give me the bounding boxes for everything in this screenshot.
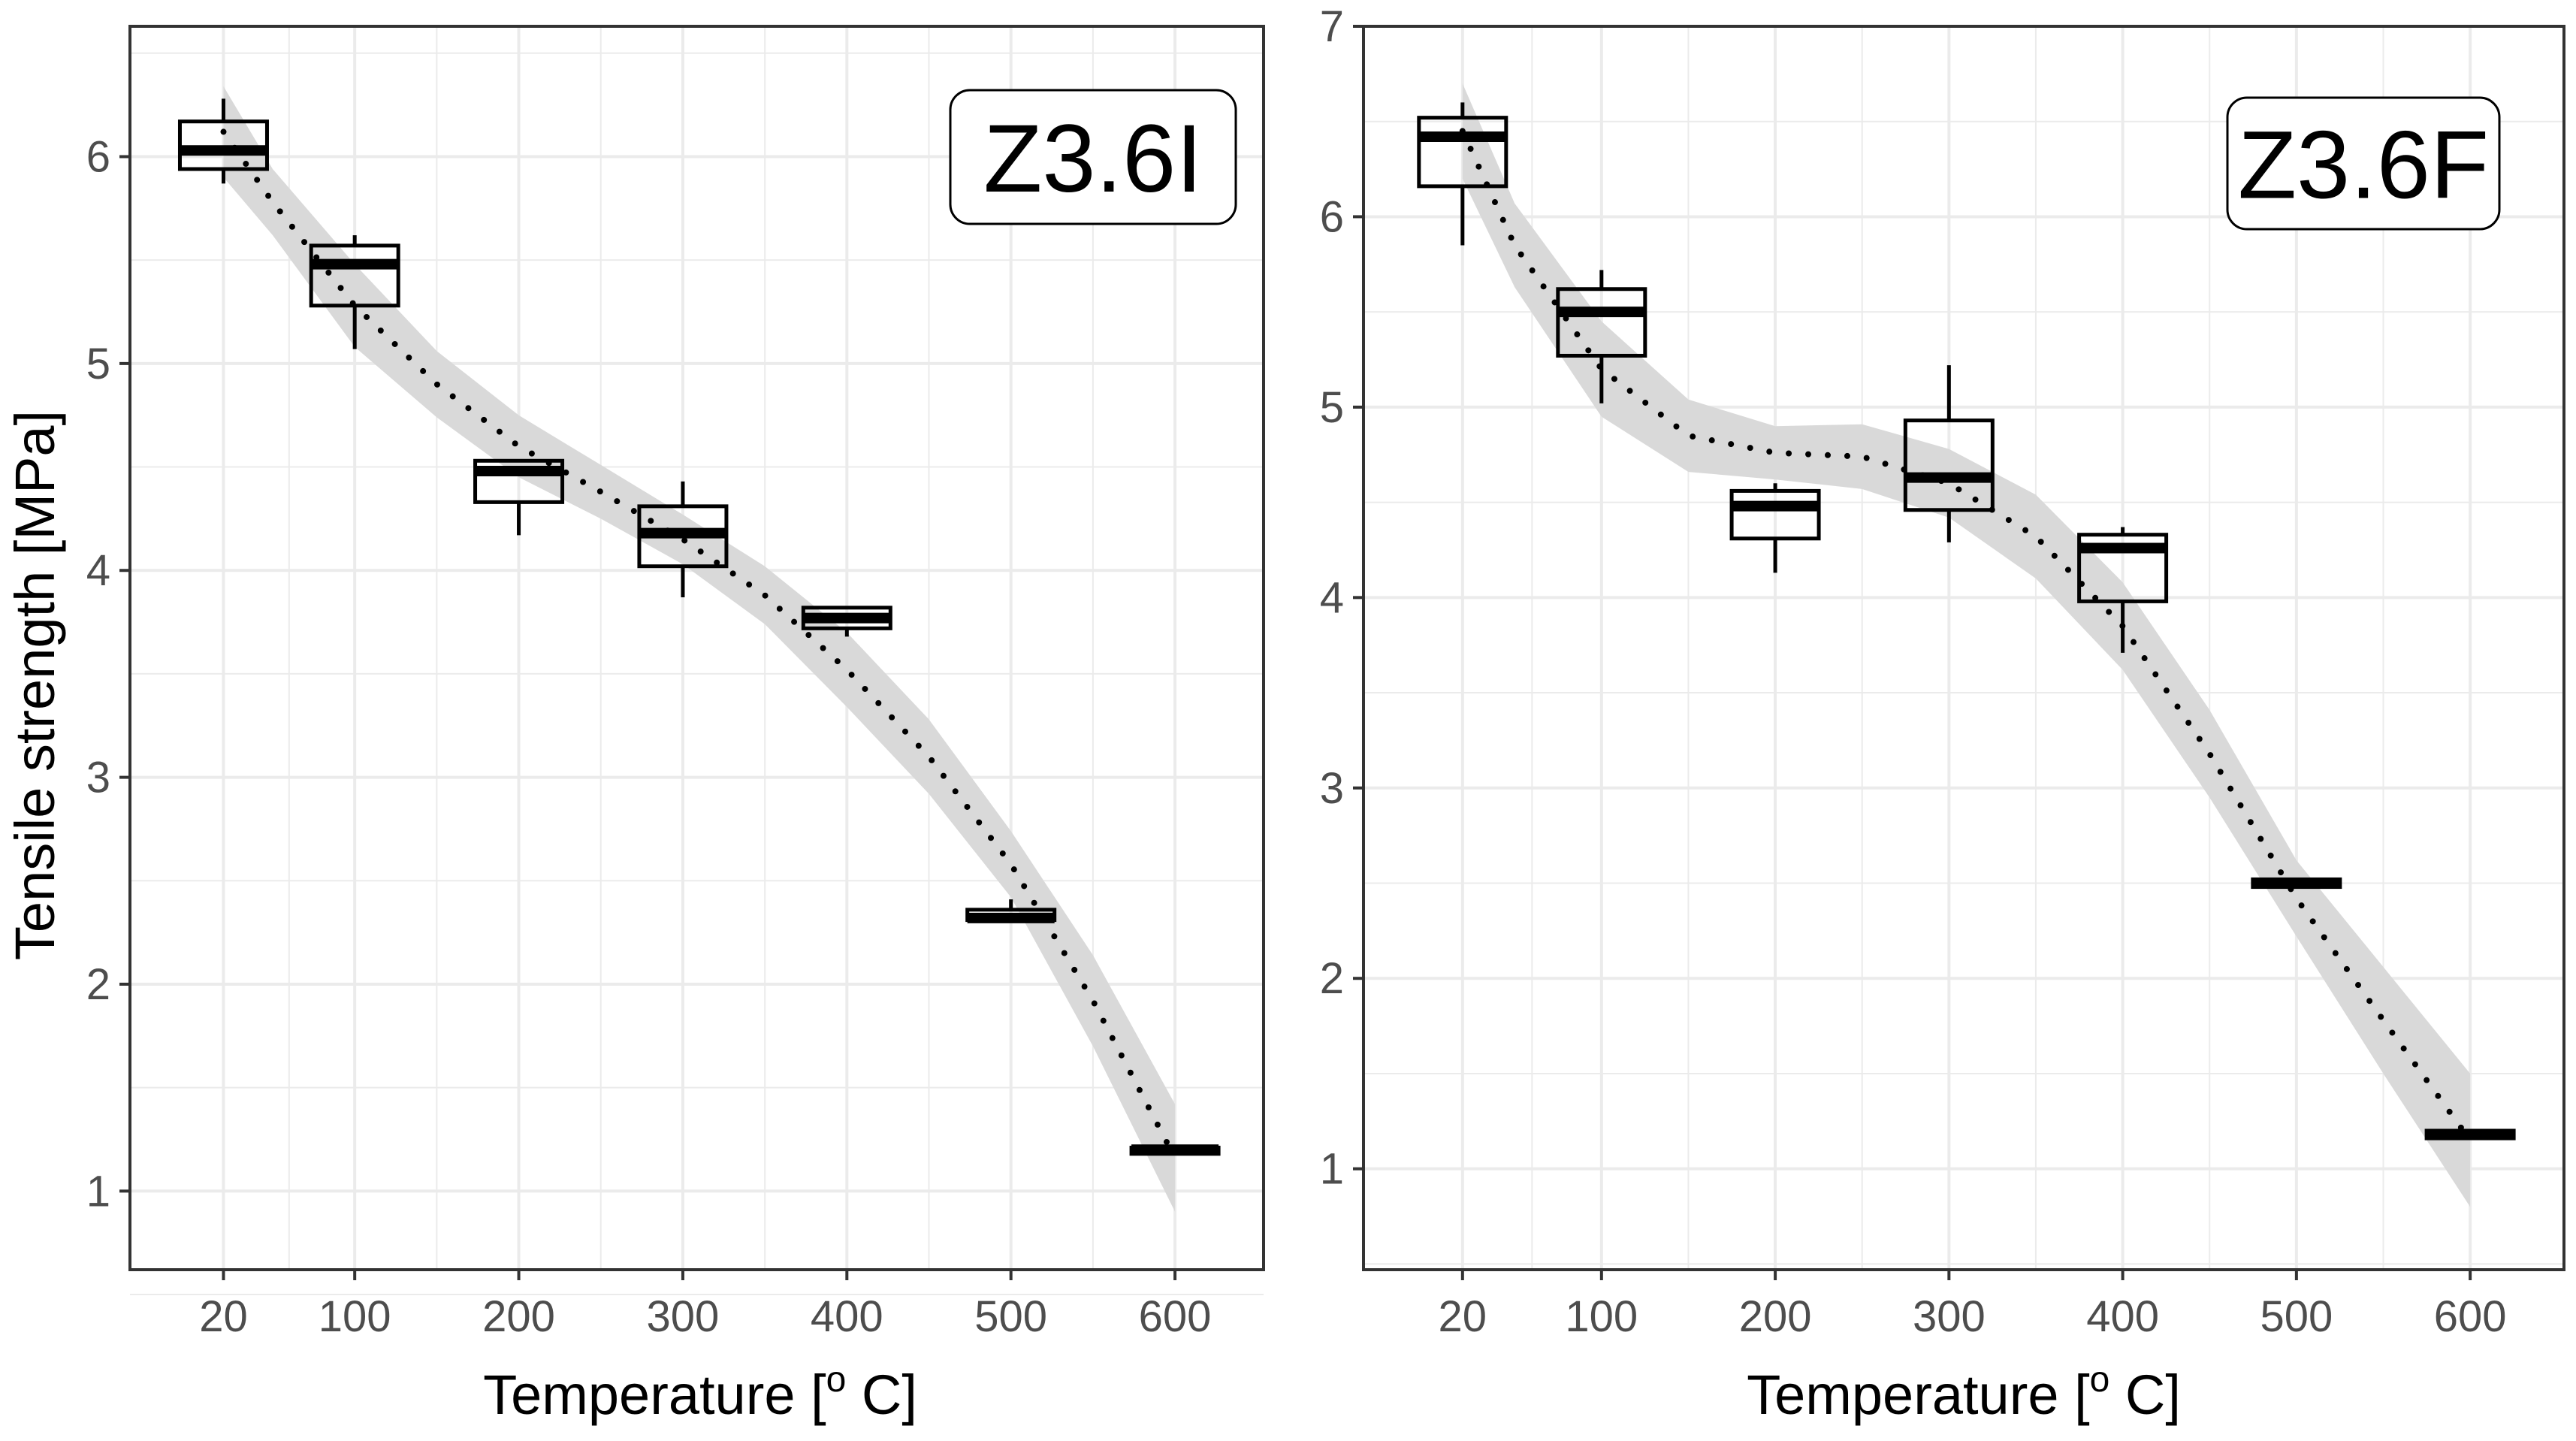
x-tick-label: 600 [1139,1292,1212,1341]
x-tick-label: 600 [2434,1292,2507,1341]
panel-label: Z3.6F [2238,112,2489,219]
panel-label-box [949,89,1237,225]
panel-z36f: 1 2 3 4 5 6 7 20 100 200 300 400 500 600 Z3.6F [1320,2,2565,1341]
plot-background [1363,26,2564,1270]
x-tick-label: 300 [1913,1292,1986,1341]
x-tick-label: 500 [2260,1292,2333,1341]
panel-z36i: 1 2 3 4 5 6 20 100 200 300 400 500 600 Z3.6I [86,25,1265,1341]
x-tick-label: 20 [199,1292,248,1341]
box-iqr [473,458,565,504]
x-axis-title-left-main: Temperature [ [483,1364,826,1426]
y-tick-label: 3 [1320,764,1344,813]
y-tick-label: 3 [86,754,110,802]
panel-label-box [2226,96,2501,231]
y-tick-label: 5 [86,340,110,388]
x-tick-label: 100 [319,1292,391,1341]
box-iqr [2077,533,2169,603]
y-tick-label: 5 [1320,383,1344,432]
x-axis-title-right-main: Temperature [ [1747,1364,2090,1426]
x-tick-label: 200 [482,1292,555,1341]
x-tick-label: 200 [1739,1292,1812,1341]
plot-frame [1362,25,2565,1271]
y-tick-label: 2 [86,960,110,1009]
x-axis-title-left-sup: o [826,1360,847,1400]
y-tick-label: 6 [86,132,110,181]
x-axis-title-right-end: C] [2109,1364,2181,1426]
x-tick-label: 500 [974,1292,1047,1341]
x-axis-title-right-sup: o [2090,1360,2110,1400]
box-iqr [309,243,400,308]
x-tick-label: 400 [811,1292,883,1341]
x-tick-label: 400 [2086,1292,2159,1341]
x-axis-title-left: Temperature [o C] [483,1360,917,1426]
box-iqr [1556,287,1647,358]
box-iqr [1417,116,1508,189]
y-tick-label: 1 [1320,1145,1344,1194]
x-tick-label: 20 [1439,1292,1487,1341]
x-tick-label: 100 [1565,1292,1638,1341]
smooth-fit-line [220,128,1179,1162]
panel-label: Z3.6I [983,105,1203,213]
box-iqr [1903,418,1995,512]
y-axis-title: Tensile strength [MPa] [4,410,66,960]
y-tick-label: 7 [1320,2,1344,51]
box-iqr [1729,488,1821,541]
x-axis-title-left-end: C] [846,1364,917,1426]
plot-frame [128,25,1265,1271]
x-tick-label: 300 [647,1292,720,1341]
y-tick-label: 2 [1320,954,1344,1003]
x-axis-title-right: Temperature [o C] [1747,1360,2181,1426]
y-tick-label: 4 [86,546,110,595]
y-tick-label: 6 [1320,192,1344,241]
y-tick-label: 1 [86,1167,110,1216]
y-tick-label: 4 [1320,573,1344,622]
